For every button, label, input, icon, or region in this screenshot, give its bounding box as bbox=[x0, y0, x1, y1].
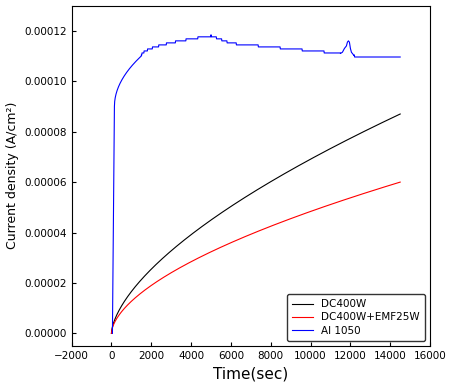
Al 1050 bbox=[248, 43, 253, 47]
Al 1050 bbox=[373, 55, 379, 59]
X-axis label: Time(sec): Time(sec) bbox=[213, 366, 288, 382]
Al 1050 bbox=[396, 55, 402, 59]
DC400W+EMF25W bbox=[357, 192, 362, 197]
DC400W bbox=[109, 331, 114, 336]
Y-axis label: Current density (A/cm²): Current density (A/cm²) bbox=[5, 102, 18, 250]
Line: Al 1050: Al 1050 bbox=[112, 35, 399, 334]
DC400W+EMF25W bbox=[283, 218, 289, 223]
DC400W+EMF25W bbox=[292, 215, 298, 219]
Al 1050 bbox=[183, 39, 188, 43]
Line: DC400W: DC400W bbox=[111, 114, 399, 334]
DC400W+EMF25W bbox=[109, 331, 114, 336]
Al 1050 bbox=[110, 331, 115, 336]
DC400W+EMF25W bbox=[276, 221, 281, 225]
Legend: DC400W, DC400W+EMF25W, Al 1050: DC400W, DC400W+EMF25W, Al 1050 bbox=[286, 294, 424, 341]
DC400W bbox=[396, 112, 402, 116]
DC400W bbox=[327, 146, 332, 151]
DC400W+EMF25W bbox=[396, 180, 402, 185]
DC400W bbox=[292, 165, 298, 170]
Line: DC400W+EMF25W: DC400W+EMF25W bbox=[111, 182, 399, 334]
Al 1050 bbox=[253, 43, 258, 47]
DC400W+EMF25W bbox=[327, 202, 332, 207]
DC400W bbox=[276, 175, 281, 179]
DC400W bbox=[126, 292, 132, 297]
Al 1050 bbox=[299, 49, 305, 53]
DC400W bbox=[357, 131, 362, 136]
Al 1050 bbox=[360, 55, 366, 59]
Al 1050 bbox=[208, 33, 213, 37]
DC400W+EMF25W bbox=[126, 301, 132, 306]
DC400W bbox=[283, 170, 289, 175]
